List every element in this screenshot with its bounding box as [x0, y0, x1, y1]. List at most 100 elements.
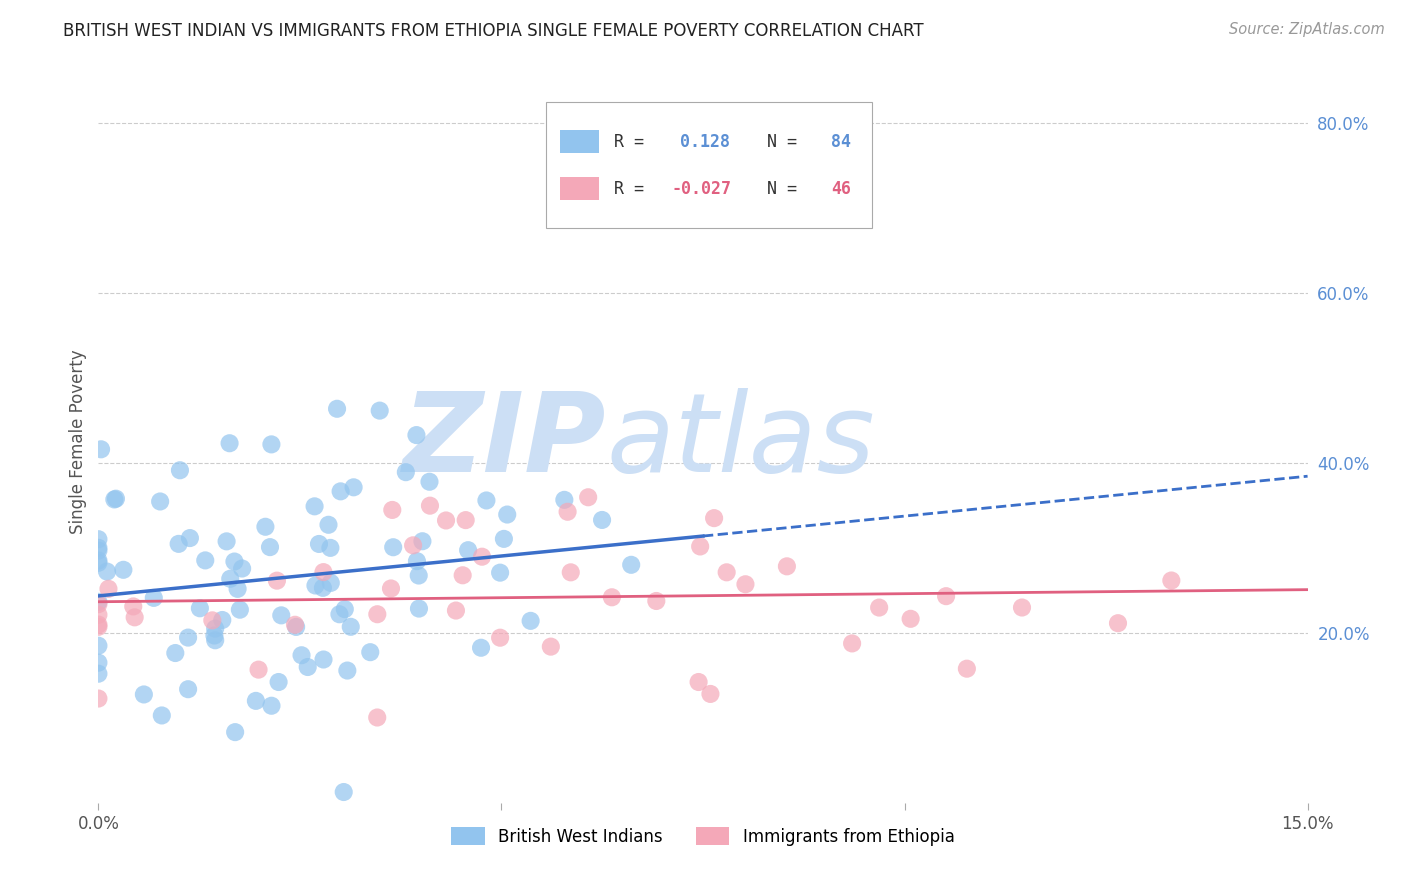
Point: [104, 491, 127, 506]
Point: [689, 540, 711, 554]
Point: [475, 493, 498, 508]
Point: [87, 691, 110, 706]
Point: [336, 664, 359, 678]
Point: [519, 614, 541, 628]
Point: [688, 675, 710, 690]
Point: [87, 556, 110, 570]
Point: [247, 663, 270, 677]
Point: [868, 600, 890, 615]
Point: [418, 475, 440, 489]
Point: [254, 520, 277, 534]
Point: [87, 666, 110, 681]
Point: [304, 578, 326, 592]
Point: [557, 505, 579, 519]
Point: [304, 500, 326, 514]
Y-axis label: Single Female Poverty: Single Female Poverty: [69, 350, 87, 533]
Point: [259, 540, 281, 554]
Point: [734, 577, 756, 591]
Point: [366, 710, 388, 724]
Point: [87, 597, 110, 611]
Point: [142, 591, 165, 605]
Point: [96, 565, 118, 579]
Point: [716, 566, 738, 580]
Point: [339, 620, 361, 634]
Point: [406, 554, 429, 568]
Text: 84: 84: [831, 133, 851, 151]
Point: [408, 568, 430, 582]
Point: [359, 645, 381, 659]
Point: [312, 581, 335, 595]
FancyBboxPatch shape: [561, 130, 599, 153]
Point: [103, 492, 125, 507]
Point: [405, 428, 427, 442]
Point: [319, 541, 342, 555]
Point: [1107, 616, 1129, 631]
Point: [332, 785, 354, 799]
Point: [380, 582, 402, 596]
Point: [270, 608, 292, 623]
Point: [87, 541, 110, 555]
Point: [703, 511, 725, 525]
Text: N =: N =: [747, 133, 807, 151]
Point: [451, 568, 474, 582]
Point: [489, 566, 512, 580]
Point: [165, 646, 187, 660]
Point: [699, 687, 721, 701]
Point: [87, 620, 110, 634]
Point: [620, 558, 643, 572]
Point: [177, 682, 200, 697]
Point: [496, 508, 519, 522]
Point: [219, 572, 242, 586]
Text: R =: R =: [613, 133, 664, 151]
Point: [366, 607, 388, 622]
Point: [229, 603, 252, 617]
Point: [576, 490, 599, 504]
Point: [167, 537, 190, 551]
Point: [177, 631, 200, 645]
Point: [319, 575, 342, 590]
Point: [204, 622, 226, 636]
Point: [87, 532, 110, 546]
Point: [224, 725, 246, 739]
Point: [290, 648, 312, 663]
Point: [419, 499, 441, 513]
Point: [900, 612, 922, 626]
Point: [97, 582, 120, 596]
Text: N =: N =: [747, 179, 807, 198]
Point: [444, 603, 467, 617]
Point: [204, 628, 226, 642]
Point: [211, 613, 233, 627]
Point: [260, 437, 283, 451]
Point: [560, 566, 582, 580]
Point: [260, 698, 283, 713]
Point: [328, 607, 350, 622]
Point: [381, 503, 404, 517]
Point: [188, 601, 211, 615]
Point: [1011, 600, 1033, 615]
Point: [150, 708, 173, 723]
Point: [194, 553, 217, 567]
Point: [540, 640, 562, 654]
Point: [87, 595, 110, 609]
Point: [112, 563, 135, 577]
Text: BRITISH WEST INDIAN VS IMMIGRANTS FROM ETHIOPIA SINGLE FEMALE POVERTY CORRELATIO: BRITISH WEST INDIAN VS IMMIGRANTS FROM E…: [63, 22, 924, 40]
Point: [201, 613, 224, 627]
Point: [471, 549, 494, 564]
Point: [87, 639, 110, 653]
Point: [231, 561, 253, 575]
Point: [297, 660, 319, 674]
Text: 0.128: 0.128: [681, 133, 730, 151]
Point: [343, 480, 366, 494]
Point: [312, 652, 335, 666]
Point: [215, 534, 238, 549]
Point: [218, 436, 240, 450]
FancyBboxPatch shape: [546, 102, 872, 228]
Point: [1160, 574, 1182, 588]
Point: [645, 594, 668, 608]
Point: [841, 636, 863, 650]
Point: [434, 513, 457, 527]
Point: [454, 513, 477, 527]
Point: [308, 537, 330, 551]
Point: [935, 589, 957, 603]
Point: [776, 559, 799, 574]
